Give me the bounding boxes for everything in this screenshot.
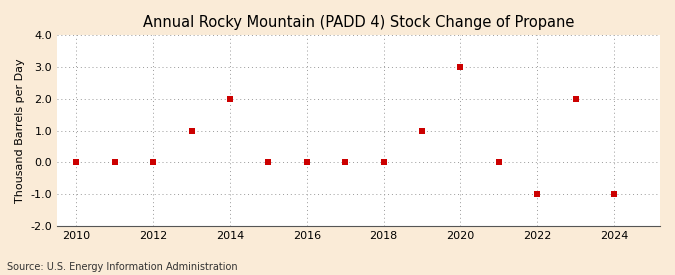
Y-axis label: Thousand Barrels per Day: Thousand Barrels per Day bbox=[15, 58, 25, 203]
Title: Annual Rocky Mountain (PADD 4) Stock Change of Propane: Annual Rocky Mountain (PADD 4) Stock Cha… bbox=[143, 15, 574, 30]
Text: Source: U.S. Energy Information Administration: Source: U.S. Energy Information Administ… bbox=[7, 262, 238, 272]
